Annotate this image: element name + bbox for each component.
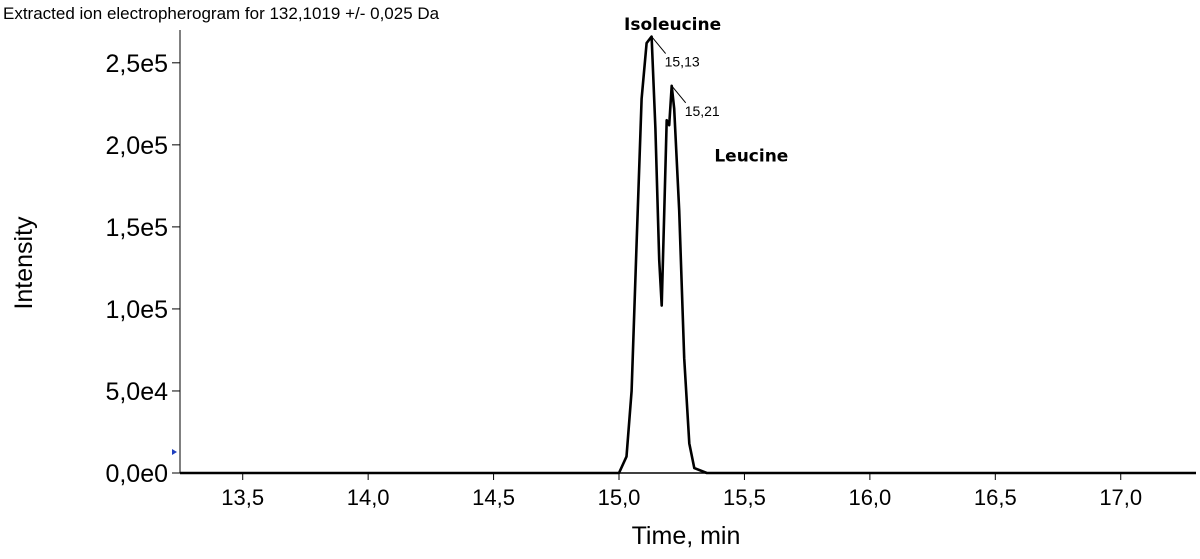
- y-tick-label: 2,5e5: [105, 50, 168, 78]
- x-tick-label: 15,5: [723, 485, 766, 510]
- y-tick-label: 1,5e5: [105, 214, 168, 242]
- y-tick-label: 5,0e4: [105, 378, 168, 406]
- y-tick-label: 0,0e0: [105, 460, 168, 488]
- peak-retention-label: 15,21: [685, 103, 720, 119]
- y-axis-label: Intensity: [10, 216, 38, 310]
- x-tick-label: 16,5: [974, 485, 1017, 510]
- x-tick-label: 14,0: [347, 485, 390, 510]
- series-line: [180, 35, 1196, 475]
- x-axis: 13,5 14,0 14,5 15,0 15,5 16,0 16,5 17,0: [180, 472, 1196, 510]
- series-group: [180, 35, 1196, 475]
- x-tick-label: 17,0: [1099, 485, 1142, 510]
- annotations-group: Isoleucine Leucine 15,13 15,21: [624, 15, 788, 166]
- x-tick-label: 13,5: [221, 485, 264, 510]
- x-axis-label: Time, min: [632, 522, 741, 550]
- y-axis: 0,0e0 5,0e4 1,0e5 1,5e5 2,0e5 2,5e5: [105, 30, 181, 488]
- compound-label: Isoleucine: [624, 15, 721, 35]
- x-tick-label: 16,0: [848, 485, 891, 510]
- baseline-marker-icon: [172, 449, 177, 455]
- chart-title: Extracted ion electropherogram for 132,1…: [3, 4, 440, 23]
- peak-retention-label: 15,13: [665, 54, 700, 70]
- y-tick-label: 2,0e5: [105, 132, 168, 160]
- peak-leader-line: [671, 85, 687, 104]
- compound-label: Leucine: [714, 146, 788, 166]
- y-tick-label: 1,0e5: [105, 296, 168, 324]
- x-tick-label: 15,0: [598, 485, 641, 510]
- peak-leader-line: [651, 36, 667, 54]
- x-tick-label: 14,5: [472, 485, 515, 510]
